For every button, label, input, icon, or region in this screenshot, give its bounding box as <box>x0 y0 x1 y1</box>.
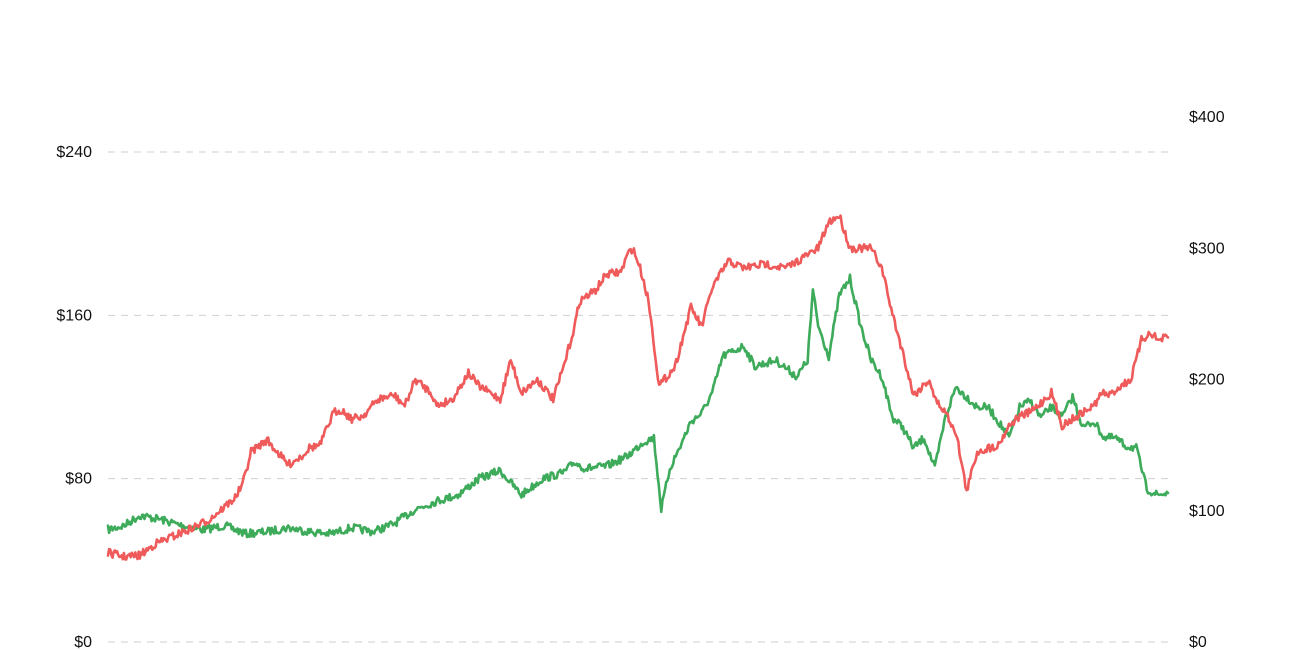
series-line-red <box>106 214 1170 561</box>
right-tick-label: $300 <box>1189 240 1225 257</box>
right-tick-label: $100 <box>1189 503 1225 520</box>
series-lines <box>106 214 1170 561</box>
right-tick-label: $0 <box>1189 634 1207 650</box>
left-tick-label: $0 <box>74 634 92 650</box>
left-tick-label: $80 <box>65 471 92 488</box>
right-axis-tick-labels: $0 $100 $200 $300 $400 <box>1189 109 1225 650</box>
series-line-green <box>106 273 1170 539</box>
right-tick-label: $400 <box>1189 109 1225 126</box>
left-axis-tick-labels: $0 $80 $160 $240 <box>56 144 92 650</box>
left-tick-label: $240 <box>56 144 92 161</box>
left-tick-label: $160 <box>56 307 92 324</box>
right-tick-label: $200 <box>1189 372 1225 389</box>
grid-lines <box>108 151 1168 643</box>
